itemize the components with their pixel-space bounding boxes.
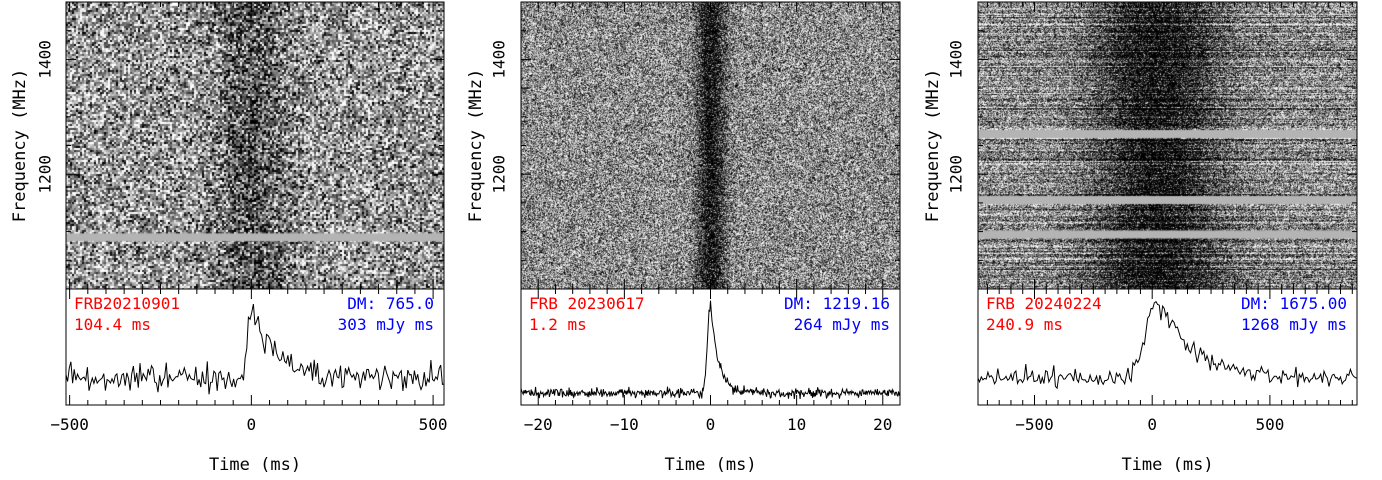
profile-trace — [65, 304, 445, 395]
x-tick-label: 10 — [787, 415, 806, 434]
x-axis-label: Time (ms) — [664, 455, 756, 475]
profile-frame — [65, 288, 445, 406]
waterfall-image — [521, 2, 900, 289]
fluence-value: 303 mJy ms — [338, 315, 434, 334]
x-axis-label: Time (ms) — [209, 455, 301, 475]
dm-value: DM: 765.0 — [347, 294, 434, 313]
x-tick-label: 0 — [247, 415, 257, 434]
waterfall-image — [978, 2, 1357, 289]
x-tick-label: −500 — [50, 415, 89, 434]
fluence-value: 264 mJy ms — [794, 315, 890, 334]
burst-width: 240.9 ms — [986, 315, 1063, 334]
dm-value: DM: 1219.16 — [784, 294, 890, 313]
x-tick-label: −500 — [1015, 415, 1054, 434]
x-tick-label: −10 — [610, 415, 639, 434]
burst-name: FRB20210901 — [74, 294, 180, 313]
y-tick-label: 1200 — [36, 155, 55, 194]
burst-width: 104.4 ms — [74, 315, 151, 334]
x-tick-label: 0 — [1147, 415, 1157, 434]
y-axis-label: Frequency (MHz) — [466, 69, 486, 223]
y-axis-label: Frequency (MHz) — [923, 69, 943, 223]
x-tick-label: 20 — [873, 415, 892, 434]
profile-trace — [977, 300, 1358, 390]
y-tick-label: 1400 — [36, 40, 55, 79]
y-tick-label: 1200 — [947, 155, 966, 194]
x-axis-label: Time (ms) — [1121, 455, 1213, 475]
profile-frame — [977, 288, 1358, 406]
panel-1: 1200 1400 Frequency (MHz) −500 0 500 Time (ms)… — [10, 1, 448, 475]
x-tick-label: −20 — [524, 415, 553, 434]
burst-name: FRB 20230617 — [529, 294, 645, 313]
fluence-value: 1268 mJy ms — [1241, 315, 1347, 334]
x-tick-label: 500 — [419, 415, 448, 434]
y-tick-label: 1400 — [947, 40, 966, 79]
dm-value: DM: 1675.00 — [1241, 294, 1347, 313]
y-tick-label: 1200 — [490, 155, 509, 194]
y-axis-label: Frequency (MHz) — [10, 69, 30, 223]
profile-trace — [520, 300, 901, 400]
y-tick-label: 1400 — [490, 40, 509, 79]
x-tick-label: 500 — [1255, 415, 1284, 434]
burst-name: FRB 20240224 — [986, 294, 1102, 313]
x-tick-label: 0 — [706, 415, 716, 434]
waterfall-image — [66, 2, 444, 289]
burst-width: 1.2 ms — [529, 315, 587, 334]
